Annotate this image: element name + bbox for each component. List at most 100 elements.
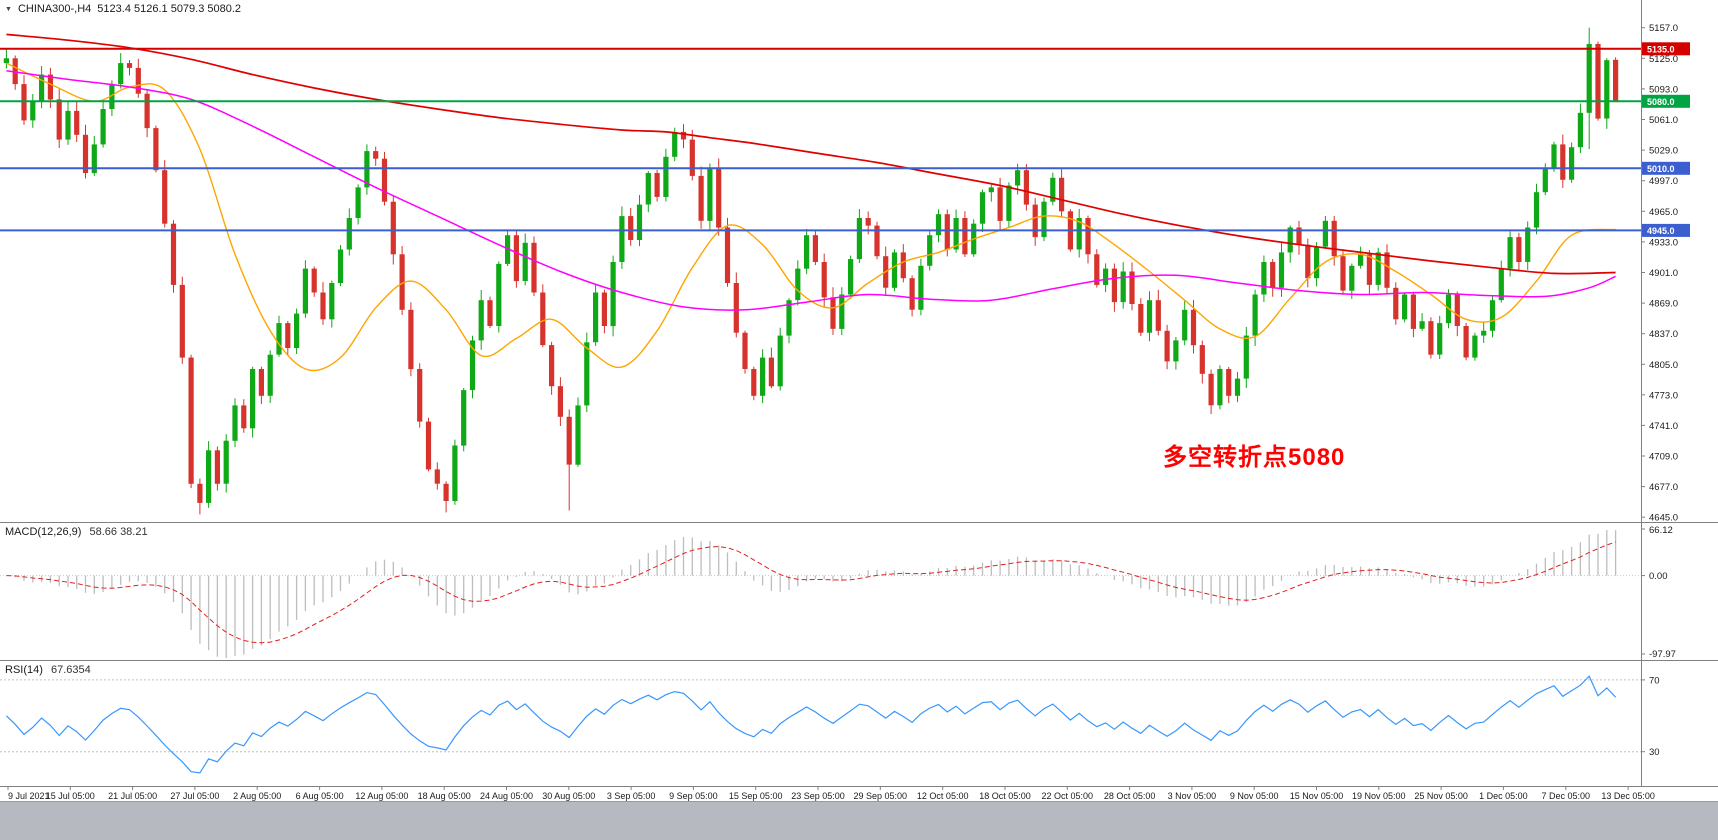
- candle: [311, 266, 317, 297]
- time-tick-label: 9 Jul 2021: [8, 791, 50, 801]
- price-level-badge: 4945.0: [1642, 223, 1690, 237]
- candle: [909, 275, 915, 317]
- ohlc-values: 5123.4 5126.1 5079.3 5080.2: [97, 3, 242, 15]
- candle: [399, 246, 405, 315]
- candle: [1173, 337, 1179, 370]
- candle: [645, 171, 651, 213]
- time-tick-label: 13 Dec 05:00: [1601, 791, 1655, 801]
- candle: [733, 272, 739, 338]
- candle: [654, 169, 660, 202]
- time-tick-label: 18 Oct 05:00: [979, 791, 1031, 801]
- price-tick-label: 5157.0: [1649, 23, 1678, 34]
- candle: [408, 302, 414, 377]
- macd-pane[interactable]: [0, 530, 1641, 658]
- time-tick-label: 12 Oct 05:00: [917, 791, 969, 801]
- candle: [1138, 298, 1144, 337]
- candle: [1428, 317, 1434, 359]
- candle: [1146, 291, 1153, 342]
- candle: [100, 101, 106, 148]
- candle: [478, 290, 484, 350]
- candle: [1217, 365, 1223, 410]
- candle: [1129, 262, 1135, 311]
- candle: [1551, 141, 1557, 172]
- candle: [1586, 27, 1592, 150]
- candle: [1182, 300, 1188, 346]
- macd-values: 58.66 38.21: [89, 526, 148, 538]
- price-axis[interactable]: 5157.0 5125.0 5093.0 5061.0 5029.0 4997.0 4965…: [1641, 23, 1690, 524]
- candle: [610, 255, 616, 337]
- time-tick-label: 23 Sep 05:00: [791, 791, 845, 801]
- candle: [197, 478, 203, 515]
- macd-axis-max: 66.12: [1649, 525, 1673, 536]
- price-tick-label: 4933.0: [1649, 237, 1678, 248]
- candle: [214, 446, 220, 491]
- candle: [935, 209, 942, 243]
- candle: [716, 158, 722, 236]
- candle: [373, 146, 379, 166]
- candle: [601, 289, 607, 334]
- candle: [1533, 183, 1540, 235]
- candle: [1569, 142, 1575, 183]
- candle: [1041, 197, 1047, 242]
- candle: [443, 481, 449, 513]
- candle: [434, 462, 440, 490]
- candle: [707, 163, 713, 231]
- candle: [21, 75, 27, 125]
- price-tick-label: 4901.0: [1649, 268, 1678, 279]
- time-tick-label: 21 Jul 05:00: [108, 791, 157, 801]
- candle: [988, 184, 994, 202]
- time-tick-label: 15 Nov 05:00: [1290, 791, 1344, 801]
- time-tick-label: 22 Oct 05:00: [1042, 791, 1094, 801]
- candle: [329, 280, 335, 328]
- candle: [1103, 263, 1109, 293]
- candle: [337, 245, 344, 287]
- candle: [294, 308, 300, 354]
- svg-text:4945.0: 4945.0: [1647, 226, 1675, 236]
- candle: [698, 166, 704, 229]
- candle: [1410, 291, 1416, 338]
- candle: [680, 124, 687, 149]
- rsi-line: [5, 675, 1617, 774]
- window-bottom-bar: [0, 801, 1718, 840]
- candle: [188, 354, 194, 489]
- candle: [144, 90, 150, 138]
- candle: [1454, 291, 1460, 337]
- candle: [1358, 246, 1364, 269]
- candle: [1314, 242, 1320, 287]
- candle: [1111, 263, 1117, 312]
- candle: [258, 366, 264, 404]
- candle: [1595, 41, 1601, 121]
- candle: [1199, 340, 1205, 384]
- price-tick-label: 5029.0: [1649, 146, 1678, 157]
- rsi-axis-label: 70: [1649, 675, 1660, 686]
- candle: [575, 397, 581, 467]
- candle: [346, 208, 352, 256]
- candle: [1419, 313, 1425, 331]
- candle: [74, 101, 80, 142]
- candle: [1340, 251, 1346, 295]
- rsi-indicator-label: RSI(14) 67.6354: [5, 664, 91, 676]
- candle: [927, 229, 933, 271]
- rsi-value: 67.6354: [50, 664, 91, 676]
- candle: [566, 409, 572, 511]
- candle: [689, 129, 695, 181]
- candle: [223, 434, 229, 493]
- candle: [206, 441, 212, 508]
- time-tick-label: 9 Sep 05:00: [669, 791, 718, 801]
- price-tick-label: 4645.0: [1649, 513, 1678, 524]
- candle: [1059, 169, 1065, 218]
- rsi-pane[interactable]: 70 30: [0, 675, 1660, 774]
- candle: [593, 285, 599, 346]
- symbol-dropdown-icon[interactable]: ▼: [5, 5, 12, 13]
- candle: [557, 377, 563, 426]
- candle: [320, 282, 326, 325]
- candle: [804, 229, 810, 275]
- candle: [874, 221, 880, 260]
- candle: [162, 160, 168, 228]
- candle: [891, 249, 898, 292]
- candle: [1516, 232, 1522, 271]
- candle: [496, 261, 502, 333]
- price-tick-label: 4741.0: [1649, 421, 1678, 432]
